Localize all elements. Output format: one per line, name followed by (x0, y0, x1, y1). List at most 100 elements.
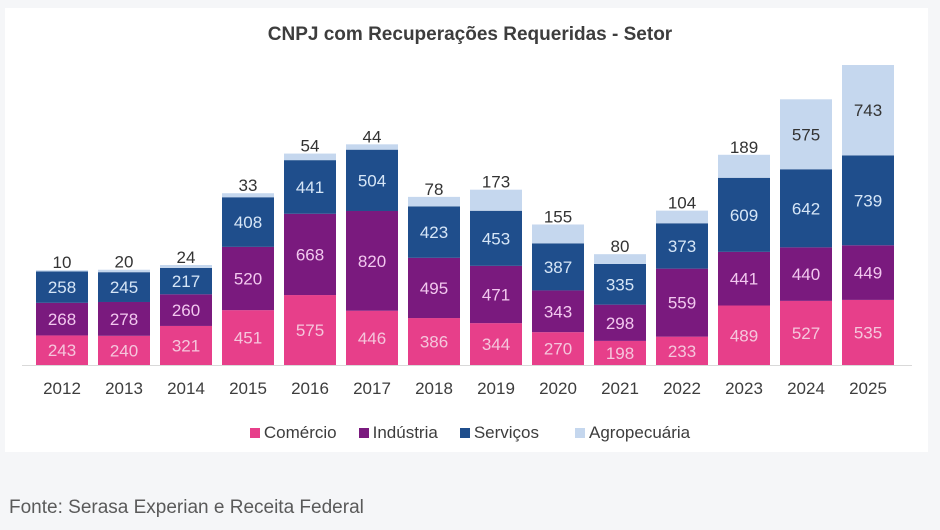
data-label: 441 (296, 178, 324, 197)
bar-segment-servicos-2015 (222, 197, 274, 247)
legend-label: Serviços (473, 423, 539, 442)
bar-segment-comercio-2020 (532, 332, 584, 365)
data-label: 527 (792, 324, 820, 343)
chart-card (5, 8, 928, 452)
bar-segment-agropecuaria-2023 (718, 154, 770, 178)
data-label: 489 (730, 326, 758, 345)
x-tick-label: 2012 (43, 379, 81, 398)
bar-segment-servicos-2024 (780, 169, 832, 248)
data-label: 343 (544, 302, 572, 321)
bar-segment-servicos-2016 (284, 160, 336, 214)
legend-item-industria: Indústria (358, 423, 438, 443)
bar-segment-agropecuaria-2025 (842, 65, 894, 156)
x-tick-label: 2015 (229, 379, 267, 398)
data-label: 243 (48, 341, 76, 360)
x-tick-label: 2021 (601, 379, 639, 398)
data-label: 104 (668, 194, 696, 213)
data-label: 268 (48, 310, 76, 329)
bar-segment-agropecuaria-2018 (408, 196, 460, 207)
data-label: 80 (611, 237, 630, 256)
bar-segment-agropecuaria-2012 (36, 270, 88, 272)
bar-segment-comercio-2014 (160, 325, 212, 365)
data-label: 10 (53, 253, 72, 272)
bar-segment-industria-2021 (594, 304, 646, 341)
bar-segment-industria-2012 (36, 302, 88, 336)
bar-segment-industria-2017 (346, 210, 398, 311)
data-label: 344 (482, 335, 510, 354)
legend-item-servicos: Serviços (459, 423, 539, 443)
data-label: 520 (234, 270, 262, 289)
data-label: 575 (792, 125, 820, 144)
data-label: 535 (854, 323, 882, 342)
bar-segment-industria-2014 (160, 294, 212, 326)
data-label: 173 (482, 173, 510, 192)
data-label: 453 (482, 229, 510, 248)
x-tick-label: 2024 (787, 379, 825, 398)
legend-swatch-servicos (459, 428, 470, 438)
data-label: 446 (358, 329, 386, 348)
data-label: 278 (110, 310, 138, 329)
bar-segment-servicos-2025 (842, 155, 894, 246)
data-label: 504 (358, 171, 386, 190)
bar-segment-comercio-2025 (842, 299, 894, 365)
x-tick-label: 2018 (415, 379, 453, 398)
bar-segment-industria-2022 (656, 268, 708, 337)
data-label: 270 (544, 340, 572, 359)
bar-segment-industria-2024 (780, 247, 832, 301)
data-label: 739 (854, 191, 882, 210)
bar-segment-servicos-2022 (656, 223, 708, 269)
bar-segment-agropecuaria-2020 (532, 224, 584, 244)
bar-segment-comercio-2018 (408, 318, 460, 365)
x-tick-label: 2019 (477, 379, 515, 398)
x-tick-label: 2023 (725, 379, 763, 398)
x-tick-label: 2017 (353, 379, 391, 398)
bar-segment-comercio-2017 (346, 310, 398, 365)
data-label: 189 (730, 138, 758, 157)
data-label: 258 (48, 278, 76, 297)
data-label: 33 (239, 176, 258, 195)
data-label: 471 (482, 286, 510, 305)
bar-segment-servicos-2012 (36, 271, 88, 303)
bar-segment-industria-2020 (532, 290, 584, 333)
data-label: 609 (730, 206, 758, 225)
data-label: 423 (420, 223, 448, 242)
x-tick-label: 2016 (291, 379, 329, 398)
data-label: 155 (544, 207, 572, 226)
data-label: 387 (544, 258, 572, 277)
bar-segment-industria-2015 (222, 246, 274, 311)
data-label: 642 (792, 199, 820, 218)
data-label: 451 (234, 329, 262, 348)
data-label: 217 (172, 272, 200, 291)
bar-segment-industria-2023 (718, 251, 770, 306)
legend-swatch-comercio (249, 428, 260, 438)
bar-segment-agropecuaria-2013 (98, 269, 150, 273)
bar-segment-agropecuaria-2022 (656, 210, 708, 224)
data-label: 298 (606, 314, 634, 333)
bar-segment-agropecuaria-2015 (222, 193, 274, 198)
bar-segment-servicos-2019 (470, 210, 522, 266)
bar-segment-comercio-2016 (284, 295, 336, 365)
data-label: 240 (110, 341, 138, 360)
x-tick-label: 2013 (105, 379, 143, 398)
legend-item-agropecuaria: Agropecuária (575, 423, 690, 443)
chart-title: CNPJ com Recuperações Requeridas - Setor (267, 24, 673, 45)
data-label: 820 (358, 252, 386, 271)
bar-segment-agropecuaria-2017 (346, 144, 398, 150)
data-label: 441 (730, 270, 758, 289)
chart-legend: Comércio Indústria Serviços Agropecuária (0, 423, 940, 443)
data-label: 408 (234, 213, 262, 232)
data-label: 198 (606, 344, 634, 363)
data-label: 54 (301, 137, 320, 156)
data-label: 440 (792, 265, 820, 284)
data-label: 44 (363, 127, 382, 146)
bar-segment-comercio-2022 (656, 336, 708, 365)
legend-label: Indústria (372, 423, 438, 442)
data-label: 559 (668, 294, 696, 313)
bar-segment-industria-2025 (842, 245, 894, 300)
data-label: 24 (177, 248, 196, 267)
legend-swatch-agropecuaria (575, 428, 585, 438)
bar-segment-servicos-2020 (532, 243, 584, 291)
bar-segment-comercio-2024 (780, 300, 832, 365)
data-label: 260 (172, 301, 200, 320)
data-label: 321 (172, 336, 200, 355)
